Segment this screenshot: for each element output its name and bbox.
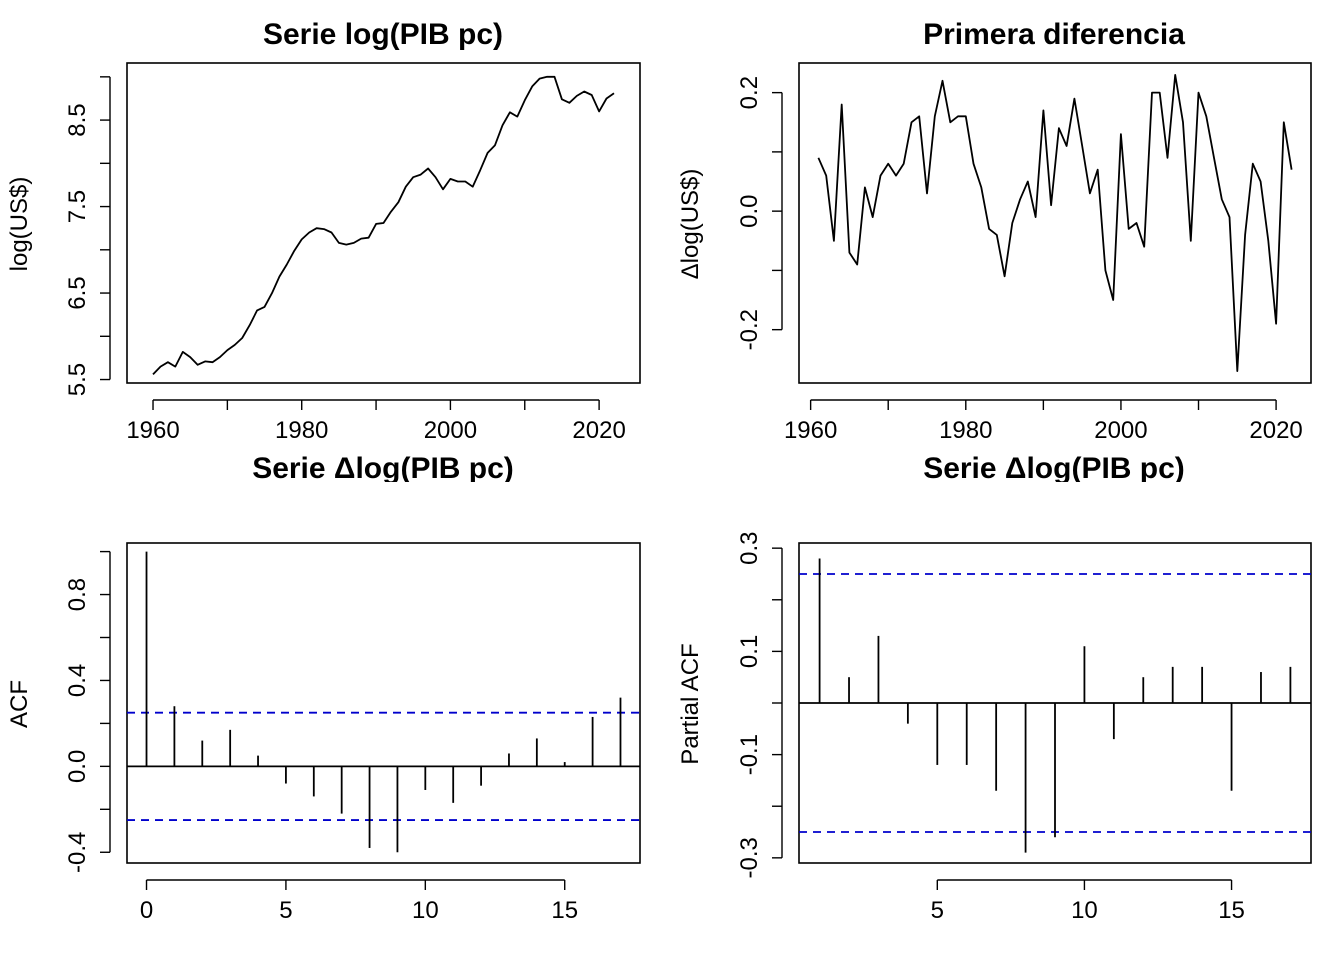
panel-log-gdp-series: Serie log(PIB pc) log(US$) Serie Δlog(PI… [6, 18, 641, 485]
y-tick-label: 6.5 [64, 276, 91, 309]
x-tick-label: 10 [1071, 897, 1098, 924]
y-tick-label: 0.4 [64, 664, 91, 697]
chart-title: Serie log(PIB pc) [263, 18, 503, 51]
x-tick-label: 2020 [572, 417, 625, 444]
y-axis-label: ACF [6, 680, 33, 728]
series-line [152, 75, 615, 376]
x-tick-label: 1960 [784, 417, 837, 444]
clipped-acf-title: Serie Δlog(PIB pc) [252, 452, 514, 485]
plot-frame [798, 62, 1312, 384]
x-tick-label: 2000 [1094, 417, 1147, 444]
plot-frame [126, 62, 641, 384]
y-tick-label: 0.2 [736, 76, 763, 109]
x-tick-label: 15 [551, 897, 578, 924]
x-tick-label: 1980 [275, 417, 328, 444]
series-line [817, 74, 1293, 373]
panel-pacf: Partial ACF 5 10 15 -0.3 -0.1 0.1 0.3 [677, 531, 1312, 924]
chart-title: Primera diferencia [923, 18, 1185, 51]
y-tick-label: 0.8 [64, 578, 91, 611]
panel-acf: ACF 0 5 10 15 -0.4 0.0 0.4 0.8 [6, 542, 641, 924]
x-tick-label: 1980 [939, 417, 992, 444]
y-tick-label: -0.2 [736, 309, 763, 350]
y-tick-label: 5.5 [64, 363, 91, 396]
plot-frame [126, 542, 641, 864]
x-tick-label: 5 [931, 897, 944, 924]
title-clip-band [0, 482, 1344, 522]
x-tick-label: 10 [412, 897, 439, 924]
panel-first-difference: Primera diferencia Δlog(US$) Serie Δlog(… [677, 18, 1312, 485]
y-tick-label: 8.5 [64, 103, 91, 136]
y-tick-label: -0.3 [736, 837, 763, 878]
y-tick-label: 0.1 [736, 635, 763, 668]
x-tick-label: 5 [279, 897, 292, 924]
y-axis-label: Δlog(US$) [677, 169, 704, 280]
x-tick-label: 0 [140, 897, 153, 924]
x-tick-label: 15 [1218, 897, 1245, 924]
y-axis-label: Partial ACF [677, 643, 704, 764]
x-tick-label: 2000 [424, 417, 477, 444]
clipped-pacf-title: Serie Δlog(PIB pc) [923, 452, 1185, 485]
y-axis-label: log(US$) [6, 177, 33, 272]
y-tick-label: 0.0 [736, 194, 763, 227]
y-tick-label: -0.4 [64, 832, 91, 873]
x-tick-label: 2020 [1249, 417, 1302, 444]
x-tick-label: 1960 [126, 417, 179, 444]
y-tick-label: 0.0 [64, 750, 91, 783]
y-tick-label: 0.3 [736, 531, 763, 564]
y-tick-label: -0.1 [736, 734, 763, 775]
y-tick-label: 7.5 [64, 190, 91, 223]
